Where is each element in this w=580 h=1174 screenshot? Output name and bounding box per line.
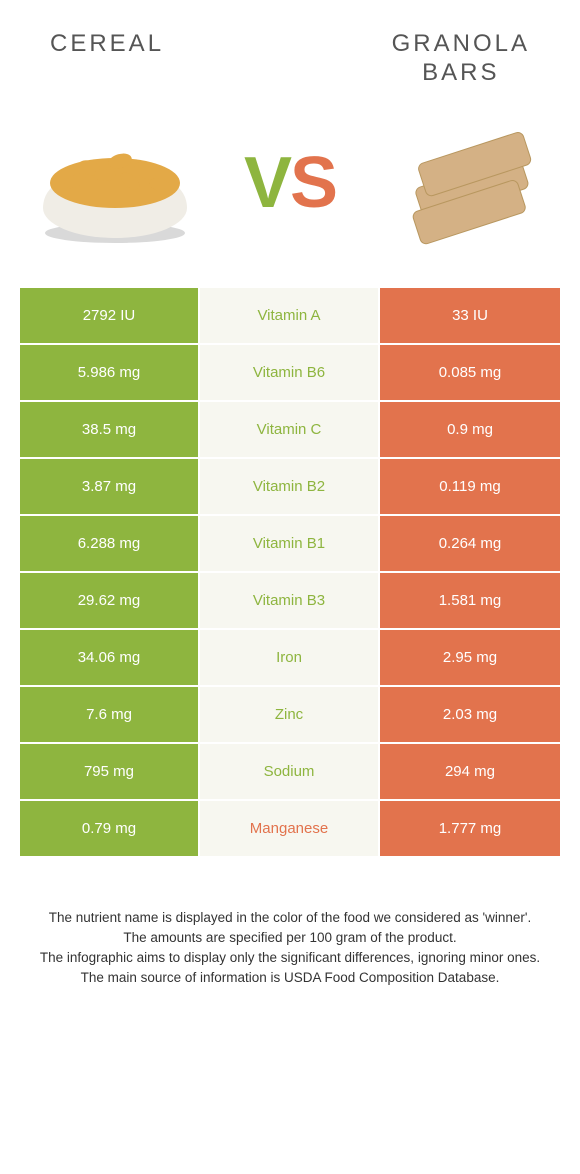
cell-nutrient-name: Manganese [200,801,380,858]
footer-line-3: The infographic aims to display only the… [30,948,550,968]
cell-nutrient-name: Zinc [200,687,380,744]
cell-right-value: 294 mg [380,744,560,801]
images-row: VS [0,98,580,288]
table-row: 34.06 mgIron2.95 mg [20,630,560,687]
cell-left-value: 3.87 mg [20,459,200,516]
cell-nutrient-name: Vitamin B2 [200,459,380,516]
cell-right-value: 0.119 mg [380,459,560,516]
cell-left-value: 34.06 mg [20,630,200,687]
granola-illustration [380,108,550,258]
cell-left-value: 795 mg [20,744,200,801]
footer-line-1: The nutrient name is displayed in the co… [30,908,550,928]
table-row: 2792 IUVitamin A33 IU [20,288,560,345]
cell-nutrient-name: Vitamin B6 [200,345,380,402]
cell-nutrient-name: Iron [200,630,380,687]
nutrient-table: 2792 IUVitamin A33 IU5.986 mgVitamin B60… [20,288,560,858]
table-row: 38.5 mgVitamin C0.9 mg [20,402,560,459]
title-right-line1: GRANOLA [392,30,530,59]
table-row: 795 mgSodium294 mg [20,744,560,801]
cell-nutrient-name: Vitamin C [200,402,380,459]
footer-notes: The nutrient name is displayed in the co… [0,858,580,989]
vs-s: S [290,143,336,223]
footer-line-4: The main source of information is USDA F… [30,968,550,988]
cell-right-value: 0.085 mg [380,345,560,402]
cell-left-value: 2792 IU [20,288,200,345]
header: CEREAL GRANOLA BARS [0,0,580,98]
cell-left-value: 29.62 mg [20,573,200,630]
cell-left-value: 7.6 mg [20,687,200,744]
cell-left-value: 5.986 mg [20,345,200,402]
cereal-illustration [30,108,200,258]
cell-right-value: 2.95 mg [380,630,560,687]
table-row: 7.6 mgZinc2.03 mg [20,687,560,744]
cell-right-value: 1.777 mg [380,801,560,858]
cell-left-value: 38.5 mg [20,402,200,459]
vs-v: V [244,143,290,223]
table-row: 6.288 mgVitamin B10.264 mg [20,516,560,573]
title-left: CEREAL [50,30,164,58]
title-right: GRANOLA BARS [392,30,530,88]
footer-line-2: The amounts are specified per 100 gram o… [30,928,550,948]
title-right-line2: BARS [392,59,530,88]
cell-right-value: 33 IU [380,288,560,345]
table-row: 0.79 mgManganese1.777 mg [20,801,560,858]
cell-left-value: 0.79 mg [20,801,200,858]
cell-right-value: 2.03 mg [380,687,560,744]
cell-nutrient-name: Vitamin A [200,288,380,345]
table-row: 3.87 mgVitamin B20.119 mg [20,459,560,516]
table-row: 5.986 mgVitamin B60.085 mg [20,345,560,402]
cell-left-value: 6.288 mg [20,516,200,573]
cell-nutrient-name: Vitamin B3 [200,573,380,630]
cell-right-value: 0.9 mg [380,402,560,459]
cell-nutrient-name: Sodium [200,744,380,801]
cell-nutrient-name: Vitamin B1 [200,516,380,573]
vs-label: VS [244,142,336,224]
table-row: 29.62 mgVitamin B31.581 mg [20,573,560,630]
cell-right-value: 1.581 mg [380,573,560,630]
cell-right-value: 0.264 mg [380,516,560,573]
